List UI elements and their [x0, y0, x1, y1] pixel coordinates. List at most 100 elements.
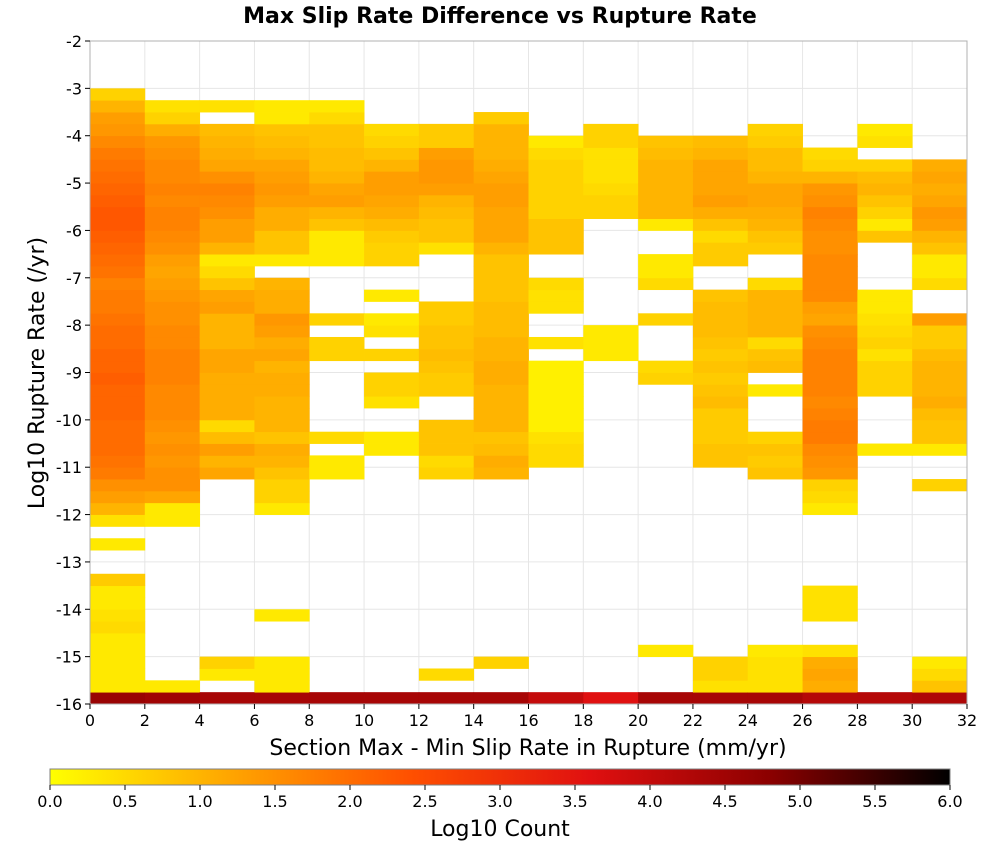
heatmap-cell — [418, 301, 475, 314]
heatmap-cell — [912, 313, 968, 326]
heatmap-cell — [692, 194, 749, 208]
heatmap-cell — [638, 360, 694, 373]
heatmap-cell — [528, 242, 584, 255]
heatmap-cell — [418, 348, 475, 362]
heatmap-cell — [692, 419, 749, 433]
colorbar-tick-label: 3.5 — [562, 792, 587, 811]
heatmap-cell — [802, 265, 858, 279]
heatmap-cell — [418, 194, 475, 208]
heatmap-cell — [912, 360, 968, 373]
heatmap-cell — [583, 171, 639, 184]
heatmap-cell — [254, 254, 310, 267]
y-tick-label: -9 — [66, 364, 82, 383]
heatmap-cell — [418, 147, 475, 160]
heatmap-cell — [528, 301, 584, 314]
heatmap-cell — [199, 100, 255, 113]
heatmap-cell — [364, 218, 420, 231]
heatmap-cell — [857, 348, 913, 362]
heatmap-cell — [912, 218, 968, 231]
heatmap-cell — [857, 692, 913, 705]
heatmap-cell — [144, 147, 201, 160]
heatmap-cell — [912, 325, 968, 338]
heatmap-cell — [364, 135, 420, 148]
heatmap-cell — [747, 336, 803, 350]
heatmap-cell — [199, 348, 255, 362]
heatmap-cell — [473, 265, 529, 279]
heatmap-cell — [144, 680, 201, 693]
heatmap-cell — [638, 254, 694, 267]
heatmap-cell — [90, 597, 146, 610]
heatmap-cell — [418, 325, 475, 338]
heatmap-cell — [199, 372, 255, 385]
heatmap-cell — [144, 289, 201, 302]
heatmap-cell — [802, 467, 858, 480]
heatmap-cell — [418, 431, 475, 444]
heatmap-cell — [857, 206, 913, 219]
x-tick-label: 28 — [847, 711, 867, 730]
heatmap-cell — [912, 265, 968, 279]
heatmap-cell — [144, 360, 201, 373]
heatmap-cell — [638, 171, 694, 184]
heatmap-cell — [90, 419, 146, 433]
heatmap-cell — [90, 502, 146, 515]
heatmap-cell — [144, 171, 201, 184]
heatmap-cell — [528, 443, 584, 456]
heatmap-cell — [254, 479, 310, 492]
heatmap-cell — [802, 301, 858, 314]
heatmap-cell — [528, 218, 584, 231]
heatmap-cell — [418, 242, 475, 255]
heatmap-cell — [254, 194, 310, 208]
x-tick-label: 18 — [573, 711, 593, 730]
y-tick-label: -12 — [56, 506, 82, 525]
colorbar-tick-label: 2.0 — [337, 792, 362, 811]
x-axis-label: Section Max - Min Slip Rate in Rupture (… — [269, 736, 786, 761]
heatmap-cell — [692, 230, 749, 243]
heatmap-cell — [473, 360, 529, 373]
heatmap-cell — [199, 396, 255, 409]
heatmap-cell — [473, 147, 529, 160]
colorbar-tick-label: 3.0 — [487, 792, 512, 811]
colorbar — [49, 768, 951, 786]
heatmap-cell — [199, 443, 255, 456]
heatmap-cell — [692, 336, 749, 350]
heatmap-cell — [364, 230, 420, 243]
heatmap-cell — [692, 183, 749, 196]
heatmap-cell — [857, 289, 913, 302]
heatmap-cell — [747, 171, 803, 184]
heatmap-cell — [254, 348, 310, 362]
x-tick-label: 22 — [683, 711, 703, 730]
heatmap-cell — [418, 123, 475, 137]
heatmap-cell — [364, 289, 420, 302]
heatmap-cell — [473, 135, 529, 148]
heatmap-cell — [802, 159, 858, 172]
heatmap-cell — [309, 159, 365, 172]
heatmap-cell — [802, 313, 858, 326]
heatmap-cell — [364, 313, 420, 326]
heatmap-cell — [473, 443, 529, 456]
heatmap-cell — [254, 455, 310, 468]
heatmap-cell — [309, 348, 365, 362]
heatmap-cell — [583, 325, 639, 338]
heatmap-cell — [144, 112, 201, 125]
heatmap-cell — [473, 171, 529, 184]
heatmap-cell — [199, 171, 255, 184]
heatmap-cell — [857, 384, 913, 397]
heatmap-cell — [473, 656, 529, 669]
heatmap-cell — [912, 384, 968, 397]
heatmap-cell — [144, 692, 201, 705]
heatmap-cell — [144, 325, 201, 338]
heatmap-cell — [90, 218, 146, 231]
heatmap-cell — [802, 585, 858, 598]
heatmap-cell — [364, 194, 420, 208]
heatmap-cell — [364, 325, 420, 338]
heatmap-cell — [309, 194, 365, 208]
heatmap-cell — [144, 348, 201, 362]
heatmap-cell — [912, 206, 968, 219]
heatmap-cell — [90, 325, 146, 338]
heatmap-cell — [912, 692, 968, 705]
heatmap-cell — [528, 171, 584, 184]
heatmap-cell — [473, 325, 529, 338]
heatmap-cell — [857, 230, 913, 243]
heatmap-cell — [528, 147, 584, 160]
colorbar-tick-label: 5.0 — [787, 792, 812, 811]
